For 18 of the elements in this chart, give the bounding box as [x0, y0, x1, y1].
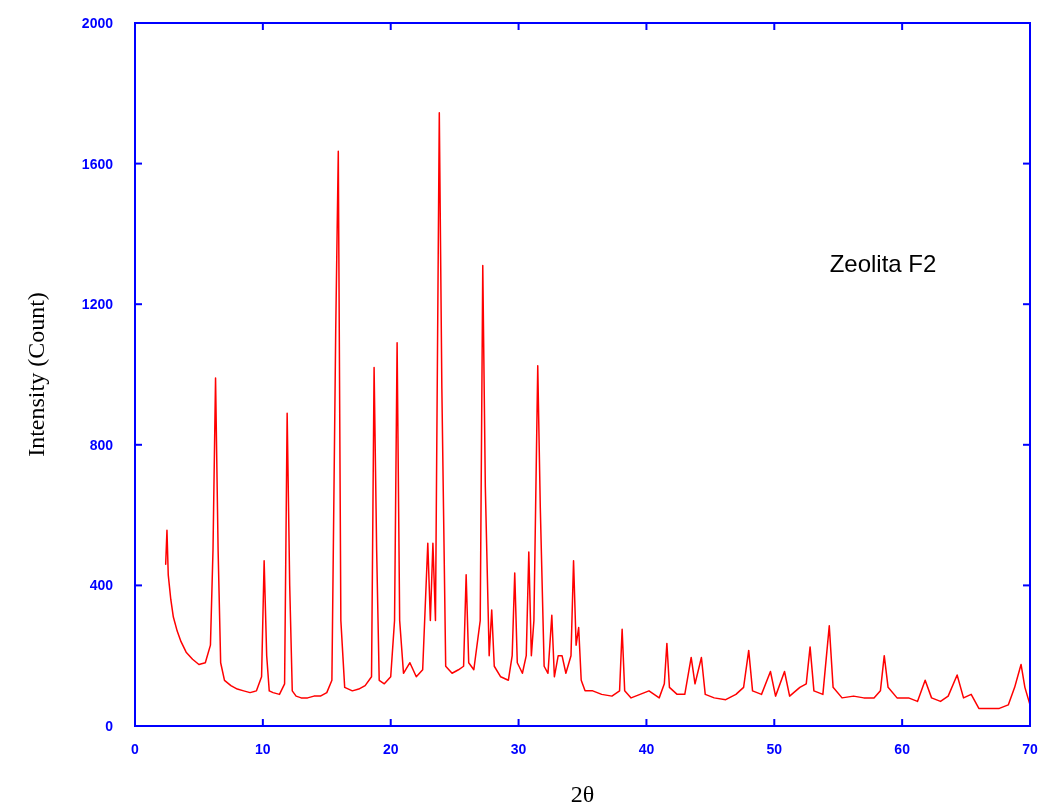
x-tick-label: 20 — [382, 741, 399, 757]
x-tick-label: 0 — [131, 741, 140, 757]
x-tick-label: 40 — [638, 741, 655, 757]
line-series — [164, 111, 1031, 710]
x-tick-label: 30 — [510, 741, 527, 757]
y-tick-label: 2000 — [81, 15, 114, 31]
x-tick-label: 10 — [255, 741, 271, 757]
y-tick-label: 1200 — [81, 296, 114, 313]
y-tick-label: 400 — [89, 577, 114, 594]
y-tick-label: 800 — [89, 436, 114, 453]
x-axis-title: 2θ — [570, 781, 595, 804]
x-tick-label: 70 — [1022, 741, 1038, 757]
y-tick-label: 0 — [105, 718, 114, 734]
x-tick-label: 60 — [894, 741, 911, 757]
y-tick-label: 1600 — [81, 155, 114, 172]
y-axis-title: Intensity (Count) — [23, 292, 49, 457]
annotation: Zeolita F2 — [829, 250, 937, 277]
x-tick-label: 50 — [766, 741, 783, 757]
